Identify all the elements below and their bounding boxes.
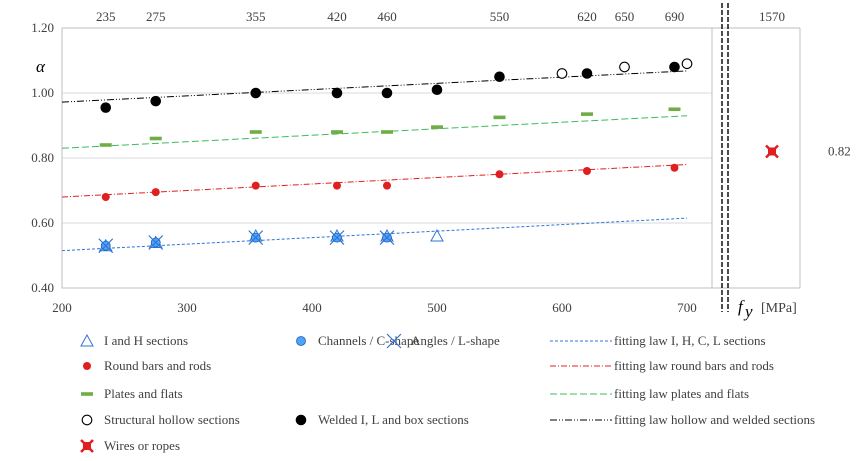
round-bar-marker [383, 181, 391, 190]
legend-label: Channels / C-shape [318, 333, 419, 348]
top-tick-label: 1570 [759, 9, 785, 24]
top-tick-label: 650 [615, 9, 635, 24]
plate-marker [149, 136, 162, 141]
triangle-marker [430, 228, 444, 242]
wire-marker-arm [80, 439, 94, 453]
x-tick-label: 300 [177, 300, 197, 315]
x-tick-label: 200 [52, 300, 72, 315]
round-bar-marker [333, 181, 341, 190]
legend-label: fitting law I, H, C, L sections [614, 333, 766, 348]
cross-marker [329, 230, 345, 246]
round-bar-marker [495, 170, 504, 179]
cross-marker [386, 333, 402, 349]
top-tick-label: 460 [377, 9, 397, 24]
plate-marker [381, 130, 393, 134]
welded-marker [669, 61, 680, 73]
x-axis-label: f [738, 297, 745, 316]
cross-marker [98, 238, 114, 254]
round-bar-marker [670, 163, 679, 172]
legend: I and H sections Channels / C-shapeAngles… [80, 333, 815, 453]
top-tick-label: 620 [577, 9, 597, 24]
round-bar-marker [251, 181, 260, 190]
welded-marker [431, 84, 443, 96]
welded-marker [295, 414, 307, 426]
x-axis-unit: [MPa] [761, 301, 797, 316]
y-tick-label: 1.20 [31, 20, 54, 35]
cross-marker [248, 230, 264, 246]
fit-line [61, 164, 688, 198]
x-tick-label: 700 [677, 300, 697, 315]
top-tick-label: 235 [96, 9, 116, 24]
x-axis-label-subscript: y [743, 302, 753, 321]
legend-label: Round bars and rods [104, 358, 211, 373]
legend-label: I and H sections [104, 333, 188, 348]
welded-marker [250, 87, 262, 99]
legend-label: Plates and flats [104, 386, 183, 401]
x-tick-label: 400 [302, 300, 322, 315]
cross-marker [379, 230, 395, 246]
top-tick-label: 275 [146, 9, 166, 24]
plate-marker [99, 143, 112, 147]
plate-marker [81, 392, 93, 396]
welded-marker [100, 102, 112, 113]
plot-frame [61, 3, 801, 312]
legend-label: Structural hollow sections [104, 412, 240, 427]
hollow-marker [619, 61, 630, 73]
grid-lines [62, 27, 712, 289]
round-bar-marker [83, 362, 91, 370]
y-tick-label: 1.00 [31, 85, 54, 100]
plate-marker [668, 107, 681, 112]
cross-marker [148, 235, 164, 250]
tick-labels: 0.40 0.60 0.80 1.00 1.20 200 300 400 500 600 700 23… [31, 9, 851, 321]
legend-label: Angles / L-shape [411, 333, 500, 348]
plate-marker [249, 130, 262, 134]
top-tick-label: 550 [490, 9, 510, 24]
data-points [98, 58, 779, 254]
welded-marker [150, 95, 162, 107]
round-bar-marker [151, 188, 160, 197]
y-axis-label: α [36, 57, 46, 76]
top-tick-label: 355 [246, 9, 266, 24]
legend-label: fitting law hollow and welded sections [614, 412, 815, 427]
y-tick-label: 0.60 [31, 215, 54, 230]
round-bar-marker [583, 167, 591, 175]
round-bar-marker [101, 193, 110, 201]
x-tick-label: 500 [427, 300, 447, 315]
welded-marker [494, 71, 505, 83]
top-tick-label: 420 [327, 9, 347, 24]
y-tick-label: 0.40 [31, 280, 54, 295]
hollow-marker [81, 414, 93, 426]
hollow-marker [681, 58, 693, 70]
welded-marker [581, 68, 593, 79]
channel-marker [296, 336, 306, 346]
hollow-marker [556, 68, 568, 79]
welded-marker [331, 87, 343, 99]
legend-label: Wires or ropes [104, 438, 180, 453]
wire-marker-arm [765, 144, 779, 159]
fit-lines [61, 70, 688, 252]
fit-line [61, 217, 688, 252]
plate-marker [431, 125, 443, 129]
legend-label: fitting law round bars and rods [614, 358, 774, 373]
triangle-marker [80, 333, 94, 347]
plate-marker [581, 112, 593, 116]
fit-line [61, 115, 688, 149]
welded-marker [381, 87, 393, 99]
fit-line [61, 70, 688, 103]
top-tick-label: 690 [665, 9, 685, 24]
legend-label: Welded I, L and box sections [318, 412, 469, 427]
right-value-label: 0.82 [828, 144, 851, 159]
wire-marker [83, 442, 91, 450]
x-tick-label: 600 [552, 300, 572, 315]
legend-label: fitting law plates and flats [614, 386, 749, 401]
wire-marker [768, 147, 776, 156]
plate-marker [331, 130, 343, 134]
plate-marker [493, 115, 506, 120]
y-tick-label: 0.80 [31, 150, 54, 165]
